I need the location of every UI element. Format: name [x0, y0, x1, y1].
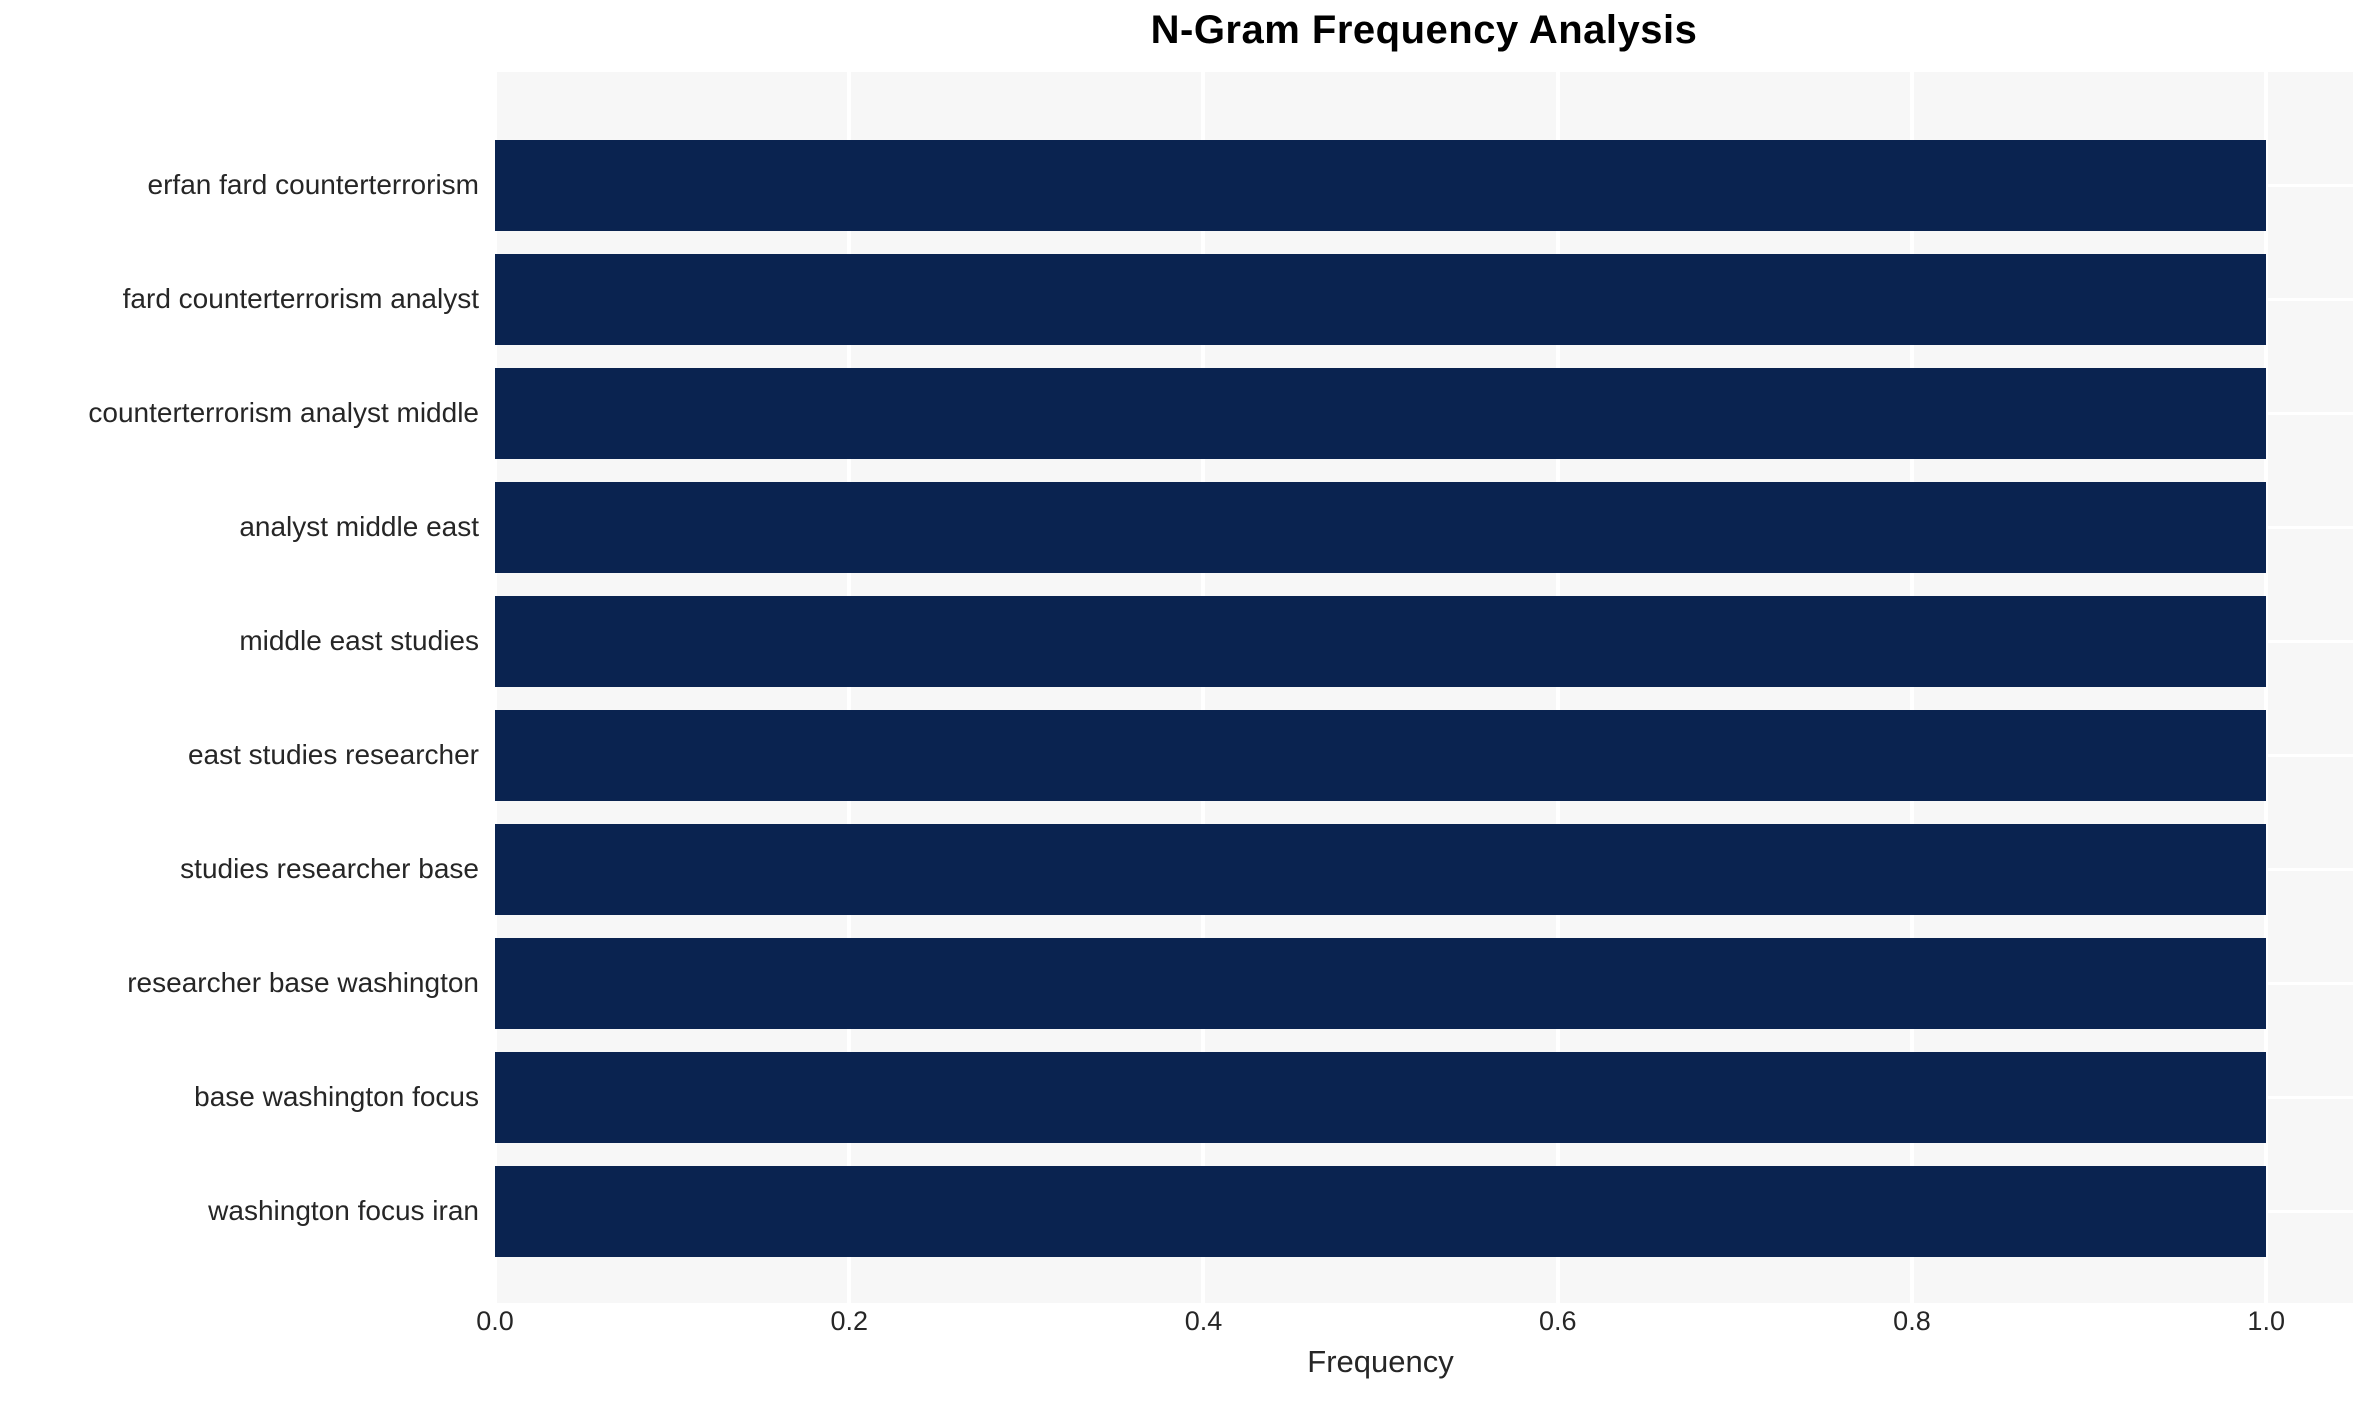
y-tick-label: researcher base washington: [127, 967, 479, 998]
chart-title: N-Gram Frequency Analysis: [1150, 8, 1698, 52]
bars-layer: [495, 72, 2353, 1303]
gridline-vertical: [495, 72, 497, 1303]
y-tick-label-row: base washington focus: [0, 1040, 487, 1154]
bar-row: [495, 242, 2353, 356]
y-tick-label-row: washington focus iran: [0, 1154, 487, 1268]
bar-row: [495, 470, 2353, 584]
bar-row: [495, 1154, 2353, 1268]
y-tick-label-row: analyst middle east: [0, 470, 487, 584]
y-tick-label: middle east studies: [239, 625, 479, 656]
y-tick-label-row: erfan fard counterterrorism: [0, 128, 487, 242]
gridline-vertical: [1555, 72, 1560, 1303]
bar-row: [495, 926, 2353, 1040]
bar: [495, 1165, 2267, 1257]
bar: [495, 253, 2267, 345]
x-tick-label: 0.8: [1893, 1306, 1931, 1336]
y-tick-label: base washington focus: [194, 1081, 479, 1112]
plot-area: [495, 72, 2353, 1303]
bar: [495, 937, 2267, 1029]
bar: [495, 823, 2267, 915]
y-tick-label-row: fard counterterrorism analyst: [0, 242, 487, 356]
bar-row: [495, 812, 2353, 926]
bar: [495, 139, 2267, 231]
bar: [495, 1051, 2267, 1143]
bar: [495, 709, 2267, 801]
bar-row: [495, 356, 2353, 470]
bar-row: [495, 1040, 2353, 1154]
bar-row: [495, 584, 2353, 698]
bar: [495, 367, 2267, 459]
y-tick-label: analyst middle east: [239, 511, 479, 542]
y-tick-label-row: studies researcher base: [0, 812, 487, 926]
y-tick-label: washington focus iran: [208, 1195, 479, 1226]
bar: [495, 595, 2267, 687]
y-tick-label: counterterrorism analyst middle: [88, 397, 479, 428]
y-axis-labels: erfan fard counterterrorism fard countert…: [0, 72, 487, 1303]
y-tick-label-row: east studies researcher: [0, 698, 487, 812]
y-tick-label: studies researcher base: [180, 853, 479, 884]
y-tick-label: erfan fard counterterrorism: [147, 169, 479, 200]
gridline-vertical: [2264, 72, 2269, 1303]
x-tick-label: 0.4: [1184, 1306, 1223, 1336]
y-tick-label: fard counterterrorism analyst: [122, 283, 479, 314]
gridline-vertical: [1909, 72, 1914, 1303]
bar-row: [495, 698, 2353, 812]
x-tick-label: 0.2: [830, 1306, 869, 1336]
x-tick-label: 0.6: [1538, 1306, 1577, 1336]
x-axis-ticks: 0.0 0.2 0.4 0.6 0.8 1.0: [476, 1306, 2353, 1342]
x-tick-label: 0.0: [476, 1306, 514, 1336]
x-axis-title: Frequency: [1307, 1344, 1454, 1379]
bar: [495, 481, 2267, 573]
y-tick-label: east studies researcher: [187, 739, 479, 770]
x-tick-label: 1.0: [2247, 1306, 2285, 1336]
y-tick-label-row: counterterrorism analyst middle: [0, 356, 487, 470]
y-tick-label-row: middle east studies: [0, 584, 487, 698]
gridline-vertical: [1201, 72, 1206, 1303]
gridline-vertical: [847, 72, 852, 1303]
bar-row: [495, 128, 2353, 242]
y-tick-label-row: researcher base washington: [0, 926, 487, 1040]
